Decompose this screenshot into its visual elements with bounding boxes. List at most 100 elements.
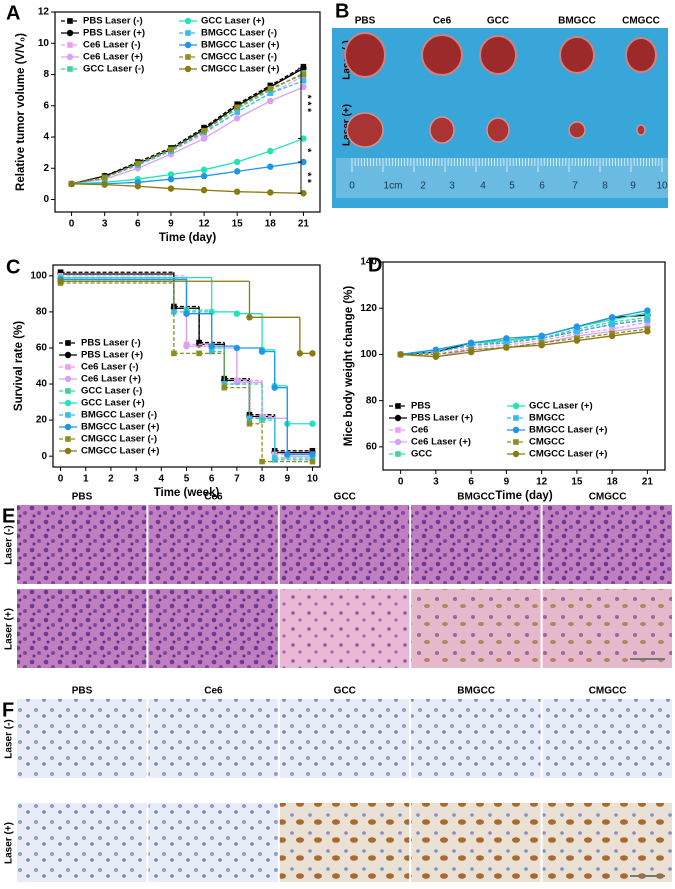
marker xyxy=(513,439,519,445)
marker xyxy=(267,90,274,97)
marker xyxy=(201,127,207,134)
marker xyxy=(267,147,274,155)
legend-label: BMGCC Laser (+) xyxy=(201,40,279,51)
marker xyxy=(65,388,71,394)
legend-label: CMGCC Laser (-) xyxy=(201,52,277,63)
marker xyxy=(208,342,215,350)
y-tick-label: 100 xyxy=(30,270,47,281)
series-line xyxy=(71,161,304,185)
marker xyxy=(135,160,141,167)
marker xyxy=(309,451,316,458)
y-tick-label: 60 xyxy=(366,442,378,453)
marker xyxy=(67,42,73,48)
marker xyxy=(512,450,520,458)
legend-label: PBS Laser (-) xyxy=(83,16,143,27)
series-line xyxy=(400,321,648,356)
y-tick-label: 60 xyxy=(36,343,48,354)
ruler-label: 7 xyxy=(572,181,578,192)
marker xyxy=(309,350,316,357)
column-label: GCC xyxy=(334,492,356,503)
marker xyxy=(185,54,191,60)
y-tick-label: 12 xyxy=(38,7,50,18)
marker xyxy=(395,403,401,409)
legend-label: CMGCC Laser (+) xyxy=(529,449,607,460)
series-line xyxy=(400,330,648,358)
marker xyxy=(167,185,175,192)
marker xyxy=(503,340,510,346)
x-tick-label: 18 xyxy=(607,477,619,488)
marker xyxy=(200,186,208,194)
x-axis-label: Time (day) xyxy=(495,490,552,502)
marker xyxy=(259,417,265,423)
panel-label: F xyxy=(2,699,14,721)
row-label: Laser (-) xyxy=(4,719,15,758)
marker xyxy=(171,350,177,357)
y-tick-label: 40 xyxy=(36,379,48,390)
column-label: PBS xyxy=(72,492,93,503)
marker xyxy=(167,171,175,178)
column-label: Ce6 xyxy=(204,492,223,503)
marker xyxy=(300,158,307,166)
marker xyxy=(64,351,72,359)
marker xyxy=(432,353,440,360)
marker xyxy=(271,384,278,391)
marker xyxy=(395,451,401,457)
micrograph xyxy=(542,699,672,778)
row-label: Laser (+) xyxy=(4,608,15,650)
marker xyxy=(65,436,71,442)
tumor xyxy=(421,34,463,76)
marker xyxy=(101,174,108,181)
column-label: CMGCC xyxy=(589,686,627,697)
series-line xyxy=(400,319,648,356)
column-label: Ce6 xyxy=(433,16,452,27)
legend-label: GCC Laser (+) xyxy=(529,401,593,412)
marker xyxy=(267,85,274,92)
marker xyxy=(200,166,208,174)
marker xyxy=(246,314,253,321)
y-tick-label: 140 xyxy=(360,257,377,268)
legend-label: GCC Laser (-) xyxy=(83,64,144,75)
marker xyxy=(644,307,651,314)
legend-label: Ce6 Laser (-) xyxy=(81,362,139,373)
legend-label: PBS Laser (-) xyxy=(81,338,141,349)
marker xyxy=(300,71,307,78)
significance-bracket xyxy=(298,138,302,163)
legend-label: BMGCC xyxy=(529,413,565,424)
x-tick-label: 15 xyxy=(232,219,244,230)
legend-label: Ce6 Laser (+) xyxy=(81,374,141,385)
marker xyxy=(608,332,616,340)
micrograph xyxy=(148,505,278,584)
marker xyxy=(234,109,240,115)
micrograph xyxy=(279,803,410,882)
micrograph xyxy=(542,589,672,668)
tumor xyxy=(636,124,646,136)
y-axis-label: Mice body weight change (%) xyxy=(343,286,355,447)
y-axis-label: Survival rate (%) xyxy=(13,321,25,411)
marker xyxy=(300,77,307,84)
marker xyxy=(512,402,520,410)
marker xyxy=(503,335,510,342)
micrograph xyxy=(148,699,278,778)
marker xyxy=(284,451,291,458)
marker xyxy=(503,344,510,351)
marker xyxy=(64,399,72,407)
series-line xyxy=(400,328,648,356)
micrograph xyxy=(17,505,147,584)
marker xyxy=(68,180,75,188)
x-tick-label: 1 xyxy=(83,474,89,485)
legend-label: PBS Laser (+) xyxy=(411,413,473,424)
marker xyxy=(101,181,108,188)
ruler-label: 2 xyxy=(420,181,426,192)
legend-label: PBS Laser (+) xyxy=(83,28,145,39)
marker xyxy=(67,18,73,24)
marker xyxy=(296,350,304,357)
marker xyxy=(64,447,72,455)
plot-frame xyxy=(382,261,666,471)
micrograph xyxy=(411,589,541,668)
marker xyxy=(185,30,191,36)
row-label: Laser (+) xyxy=(4,822,15,864)
y-tick-label: 20 xyxy=(36,415,48,426)
x-tick-label: 0 xyxy=(398,477,404,488)
tumor xyxy=(625,37,657,73)
